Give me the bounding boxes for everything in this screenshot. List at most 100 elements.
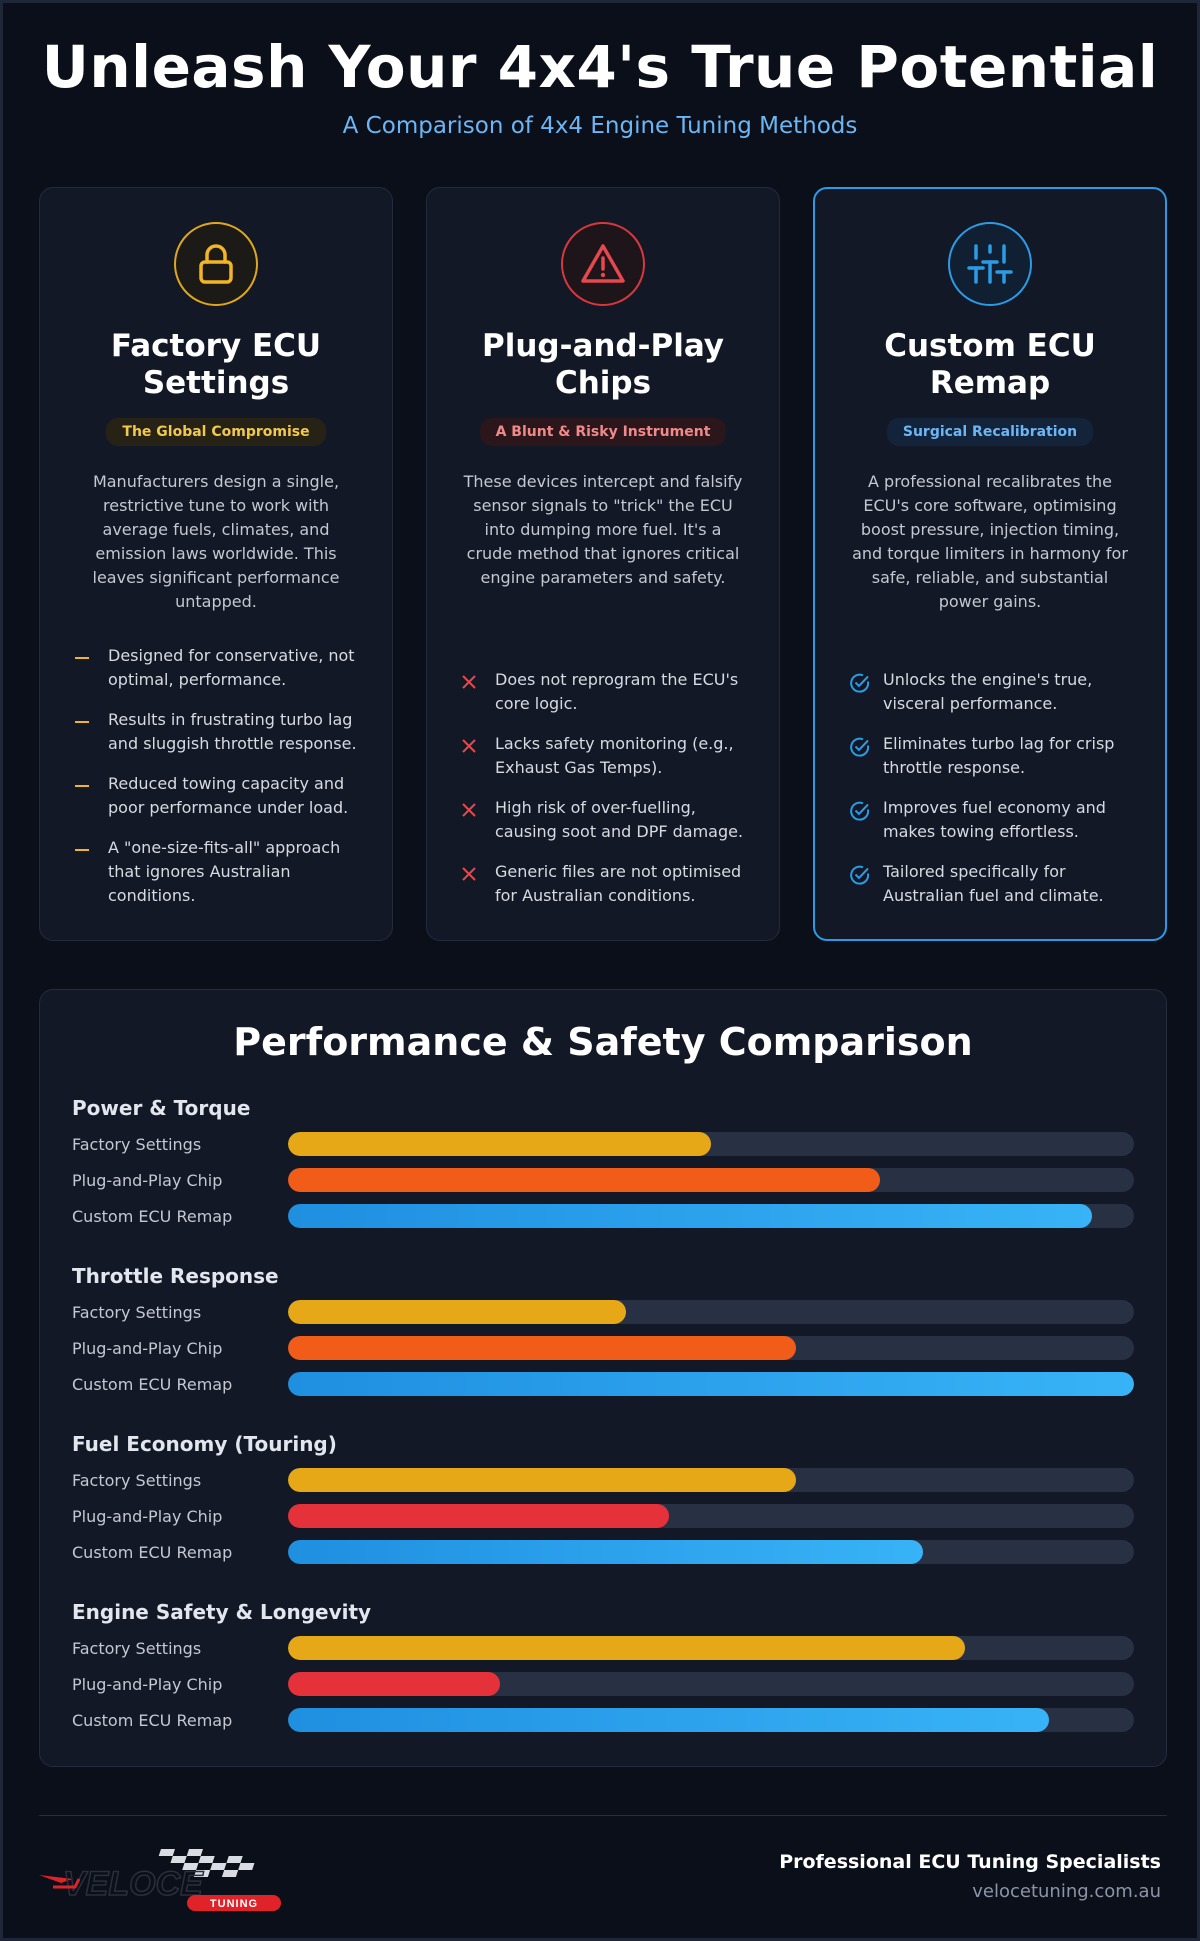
header: Unleash Your 4x4's True Potential A Comp…: [3, 3, 1197, 139]
bar-fill: [288, 1540, 923, 1564]
bar-row: Custom ECU Remap: [72, 1198, 1134, 1234]
bar-label: Plug-and-Play Chip: [72, 1338, 223, 1358]
card-description: Manufacturers design a single, restricti…: [92, 472, 340, 611]
bar-label: Factory Settings: [72, 1134, 202, 1154]
bar-label: Factory Settings: [72, 1470, 202, 1490]
website-link[interactable]: velocetuning.com.au: [972, 1881, 1161, 1902]
bar-label: Custom ECU Remap: [72, 1206, 233, 1226]
lock-icon: [174, 222, 258, 306]
bar-fill: [288, 1708, 1050, 1732]
footer-info: Professional ECU Tuning Specialists velo…: [779, 1851, 1161, 1902]
check-circle-icon: [849, 668, 883, 694]
bar-track: [288, 1672, 1134, 1696]
bar-row: Plug-and-Play Chip: [72, 1498, 1134, 1534]
bar-fill: [288, 1468, 796, 1492]
veloce-logo: VELOCE TUNING: [39, 1843, 299, 1913]
card-title: Plug-and-Play Chips: [481, 328, 725, 401]
dash-icon: [74, 772, 108, 796]
svg-text:VELOCE: VELOCE: [63, 1865, 204, 1903]
bar-fill: [288, 1372, 1134, 1396]
bar-row: Custom ECU Remap: [72, 1534, 1134, 1570]
list-item: Tailored specifically for Australian fue…: [849, 860, 1135, 908]
dash-icon: [74, 836, 108, 860]
bar-fill: [288, 1132, 711, 1156]
card-description: A professional recalibrates the ECU's co…: [852, 472, 1128, 611]
bar-row: Plug-and-Play Chip: [72, 1330, 1134, 1366]
comparison-title: Performance & Safety Comparison: [233, 1020, 973, 1064]
bar-track: [288, 1300, 1134, 1324]
cross-icon: [461, 668, 495, 692]
bar-fill: [288, 1636, 965, 1660]
check-circle-icon: [849, 732, 883, 758]
group-power-torque: Power & Torque Factory Settings Plug-and…: [72, 1096, 1134, 1234]
bar-fill: [288, 1672, 500, 1696]
list-item: Improves fuel economy and makes towing e…: [849, 796, 1135, 844]
bar-label: Plug-and-Play Chip: [72, 1506, 223, 1526]
sliders-icon: [948, 222, 1032, 306]
list-item: Unlocks the engine's true, visceral perf…: [849, 668, 1135, 716]
group-throttle-response: Throttle Response Factory Settings Plug-…: [72, 1264, 1134, 1402]
bar-row: Custom ECU Remap: [72, 1702, 1134, 1738]
bar-row: Plug-and-Play Chip: [72, 1666, 1134, 1702]
list-item: Lacks safety monitoring (e.g., Exhaust G…: [461, 732, 749, 780]
page-subtitle: A Comparison of 4x4 Engine Tuning Method…: [342, 113, 858, 139]
bar-fill: [288, 1504, 669, 1528]
footer-tagline: Professional ECU Tuning Specialists: [779, 1851, 1161, 1873]
cross-icon: [461, 796, 495, 820]
card-factory-ecu: Factory ECU Settings The Global Compromi…: [39, 187, 393, 941]
bar-track: [288, 1168, 1134, 1192]
bar-label: Custom ECU Remap: [72, 1542, 233, 1562]
bar-row: Factory Settings: [72, 1630, 1134, 1666]
group-engine-safety: Engine Safety & Longevity Factory Settin…: [72, 1600, 1134, 1738]
check-circle-icon: [849, 796, 883, 822]
bar-track: [288, 1468, 1134, 1492]
card-badge: A Blunt & Risky Instrument: [479, 418, 727, 446]
list-item: Eliminates turbo lag for crisp throttle …: [849, 732, 1135, 780]
card-badge: The Global Compromise: [106, 418, 326, 446]
bar-track: [288, 1372, 1134, 1396]
svg-text:TUNING: TUNING: [210, 1898, 258, 1910]
list-item: A "one-size-fits-all" approach that igno…: [74, 836, 362, 908]
bar-track: [288, 1540, 1134, 1564]
bar-label: Custom ECU Remap: [72, 1374, 233, 1394]
group-fuel-economy: Fuel Economy (Touring) Factory Settings …: [72, 1432, 1134, 1570]
card-plug-and-play: Plug-and-Play Chips A Blunt & Risky Inst…: [426, 187, 780, 941]
bar-row: Factory Settings: [72, 1462, 1134, 1498]
check-circle-icon: [849, 860, 883, 886]
list-item: Designed for conservative, not optimal, …: [74, 644, 362, 692]
bar-row: Factory Settings: [72, 1126, 1134, 1162]
list-item: High risk of over-fuelling, causing soot…: [461, 796, 749, 844]
bar-row: Custom ECU Remap: [72, 1366, 1134, 1402]
bar-row: Plug-and-Play Chip: [72, 1162, 1134, 1198]
method-cards: Factory ECU Settings The Global Compromi…: [39, 187, 1167, 941]
list-item: Reduced towing capacity and poor perform…: [74, 772, 362, 820]
card-points: Unlocks the engine's true, visceral perf…: [849, 668, 1135, 924]
dash-icon: [74, 644, 108, 668]
bar-track: [288, 1132, 1134, 1156]
group-title: Engine Safety & Longevity: [72, 1600, 372, 1624]
bar-fill: [288, 1168, 881, 1192]
bar-label: Factory Settings: [72, 1302, 202, 1322]
bar-fill: [288, 1204, 1092, 1228]
group-title: Throttle Response: [72, 1264, 279, 1288]
bar-label: Custom ECU Remap: [72, 1710, 233, 1730]
group-title: Power & Torque: [72, 1096, 251, 1120]
cross-icon: [461, 860, 495, 884]
page-title: Unleash Your 4x4's True Potential: [41, 33, 1159, 101]
bar-track: [288, 1504, 1134, 1528]
card-points: Designed for conservative, not optimal, …: [74, 644, 362, 924]
checkered-flag-icon: [158, 1849, 255, 1877]
bar-label: Plug-and-Play Chip: [72, 1674, 223, 1694]
group-title: Fuel Economy (Touring): [72, 1432, 337, 1456]
bar-track: [288, 1204, 1134, 1228]
bar-fill: [288, 1336, 796, 1360]
dash-icon: [74, 708, 108, 732]
bar-track: [288, 1636, 1134, 1660]
bar-label: Plug-and-Play Chip: [72, 1170, 223, 1190]
card-points: Does not reprogram the ECU's core logic.…: [461, 668, 749, 924]
list-item: Generic files are not optimised for Aust…: [461, 860, 749, 908]
cross-icon: [461, 732, 495, 756]
card-badge: Surgical Recalibration: [886, 418, 1094, 446]
footer-divider: [39, 1815, 1167, 1816]
card-title: Factory ECU Settings: [110, 328, 322, 401]
